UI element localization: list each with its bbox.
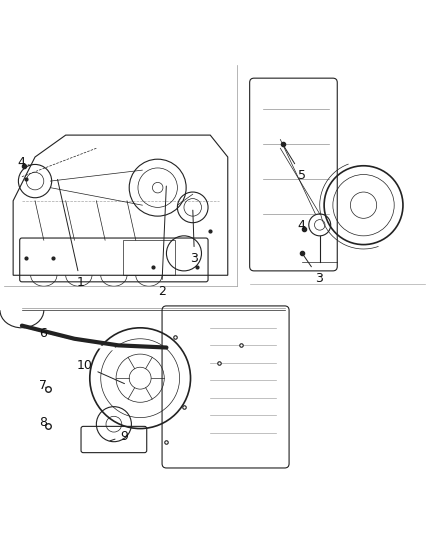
Text: 7: 7 <box>39 379 47 392</box>
Text: 2: 2 <box>158 186 166 298</box>
Text: 8: 8 <box>39 416 47 430</box>
Text: 4: 4 <box>298 219 306 232</box>
Bar <box>123 240 175 275</box>
Text: 3: 3 <box>191 210 198 265</box>
Text: 9: 9 <box>110 430 128 442</box>
Text: 6: 6 <box>33 327 47 340</box>
Text: 1: 1 <box>57 180 85 289</box>
Text: 5: 5 <box>284 146 306 182</box>
Text: 3: 3 <box>304 256 323 285</box>
Text: 4: 4 <box>18 156 31 169</box>
Text: 10: 10 <box>77 359 124 384</box>
